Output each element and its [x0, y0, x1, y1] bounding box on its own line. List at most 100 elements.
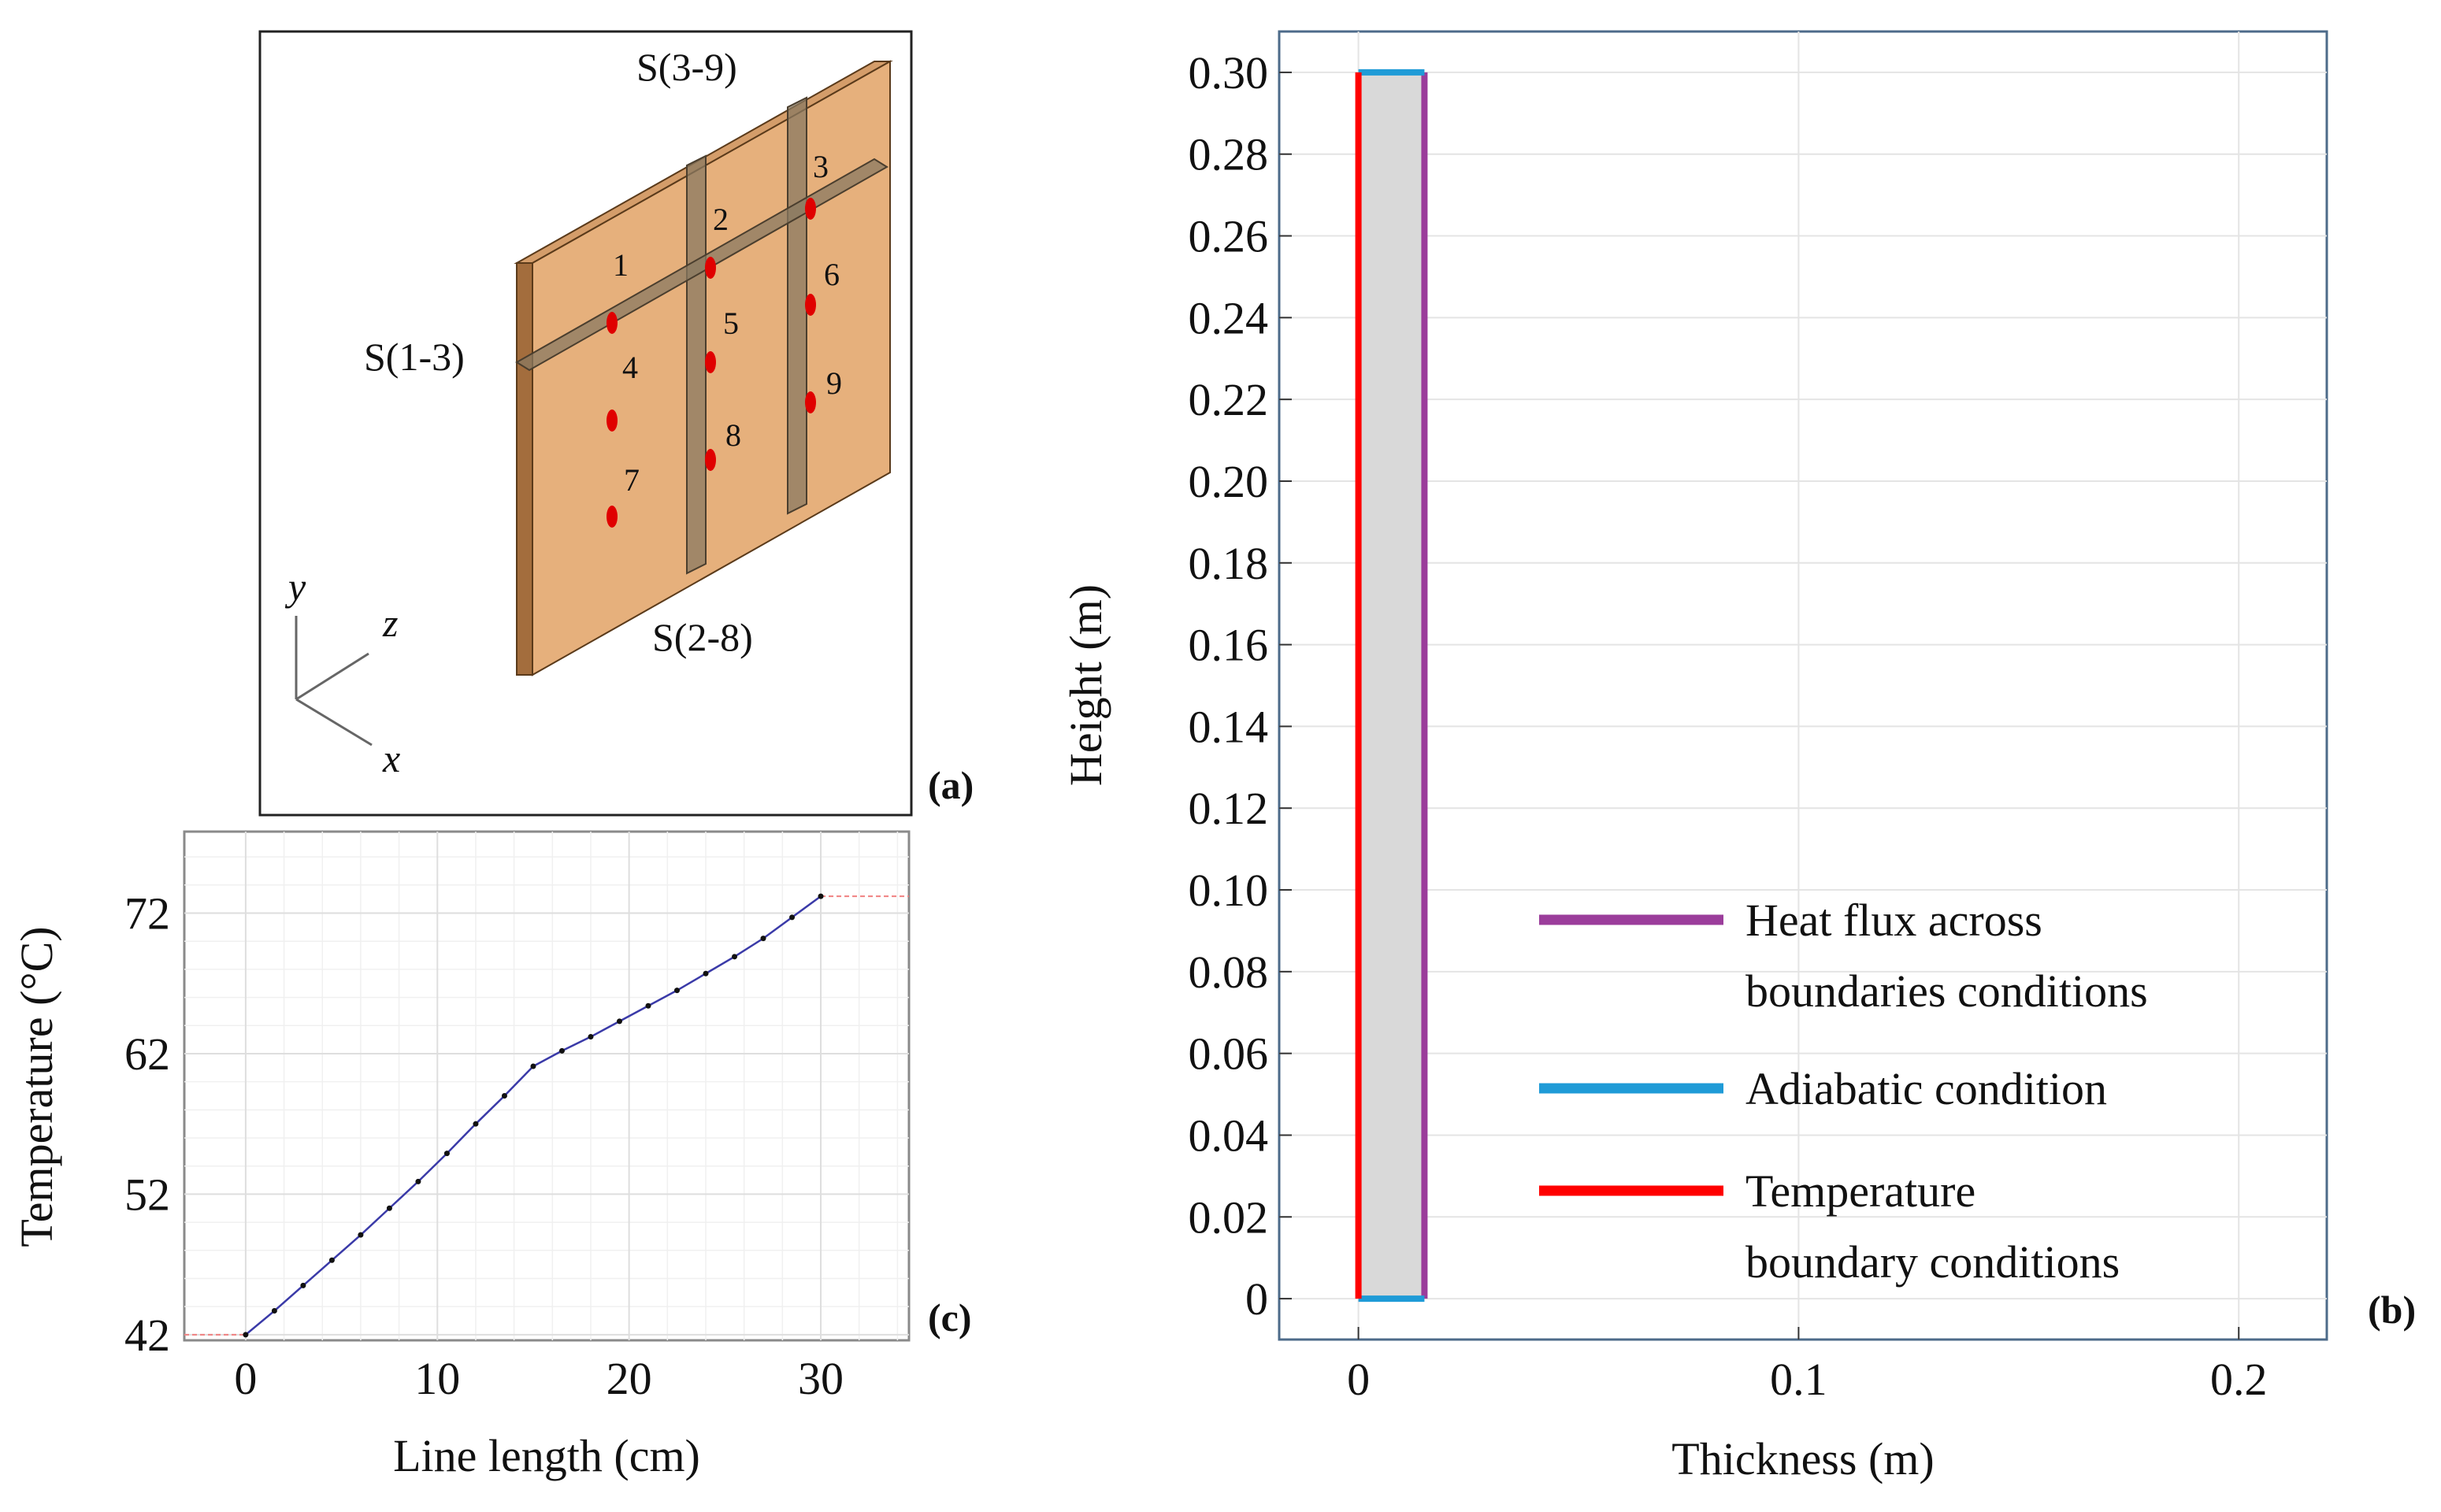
- sensor-number-3: 3: [813, 149, 829, 184]
- c-series-point: [760, 936, 766, 942]
- sensor-number-6: 6: [824, 257, 840, 292]
- b-ytick-label: 0.18: [1189, 538, 1269, 589]
- sensor-number-9: 9: [826, 365, 842, 401]
- c-xtick-label: 30: [798, 1353, 844, 1404]
- legend-label-temperature-line2: boundary conditions: [1745, 1236, 2120, 1288]
- panel-c-ticks: 0 10 20 30 42 52 62 72: [124, 888, 844, 1404]
- c-ytick-label: 62: [124, 1028, 170, 1080]
- c-series-point: [558, 1047, 565, 1054]
- panel-a-schematic: 1 2 3 4 5 6 7 8 9 S(1-3) S(3-9) S(2-8) y…: [258, 30, 974, 817]
- c-series-point: [645, 1002, 651, 1009]
- c-series-point: [732, 954, 738, 960]
- legend-label-heat-flux-line1: Heat flux across: [1745, 895, 2042, 946]
- c-xtick-label: 0: [234, 1353, 257, 1404]
- b-xtick-label: 0.2: [2210, 1354, 2268, 1405]
- panel-b-chart: 0 0.1 0.200.020.040.060.080.100.120.140.16…: [1060, 30, 2416, 1484]
- b-ytick-label: 0.24: [1189, 292, 1269, 343]
- b-ytick-label: 0.06: [1189, 1028, 1269, 1080]
- b-ytick-label: 0.04: [1189, 1110, 1269, 1161]
- b-ytick-label: 0.14: [1189, 701, 1269, 752]
- b-ytick-label: 0.26: [1189, 211, 1269, 262]
- c-ytick-label: 42: [124, 1310, 170, 1361]
- b-ytick-label: 0.08: [1189, 947, 1269, 998]
- panel-b-legend: Heat flux across boundaries conditions A…: [1539, 895, 2148, 1288]
- axes-triad: [295, 616, 373, 747]
- b-ytick-label: 0.16: [1189, 620, 1269, 671]
- c-series-point: [818, 893, 824, 899]
- legend-label-adiabatic: Adiabatic condition: [1745, 1063, 2107, 1114]
- axis-label-y: y: [284, 565, 306, 609]
- panel-c-series: [184, 893, 909, 1338]
- panel-c-label: (c): [928, 1295, 972, 1340]
- sensor-6: [805, 294, 816, 316]
- c-series-point: [616, 1018, 622, 1025]
- c-series-point: [328, 1257, 335, 1263]
- panel-c-chart: 0 10 20 30 42 52 62 72 Temperature (°C) Line le…: [11, 830, 972, 1481]
- c-series-point: [386, 1205, 392, 1211]
- panel-b-ylabel: Height (m): [1060, 584, 1111, 786]
- wood-board-edge: [516, 262, 533, 676]
- sensor-number-7: 7: [624, 462, 640, 498]
- c-series-point: [443, 1151, 450, 1157]
- sensor-number-2: 2: [713, 202, 729, 237]
- sensor-number-4: 4: [622, 350, 638, 385]
- sensor-number-5: 5: [723, 306, 739, 341]
- section-label-s28: S(2-8): [652, 615, 753, 659]
- b-ytick-label: 0.02: [1189, 1191, 1269, 1243]
- panel-b-xlabel: Thickness (m): [1671, 1433, 1934, 1484]
- b-ytick-label: 0.22: [1189, 374, 1269, 425]
- sensor-9: [805, 391, 816, 413]
- sensor-7: [607, 506, 618, 528]
- sensor-3: [805, 198, 816, 220]
- c-series-point: [501, 1092, 507, 1099]
- c-xtick-label: 10: [414, 1353, 460, 1404]
- sensor-5: [705, 351, 716, 373]
- c-xtick-label: 20: [607, 1353, 652, 1404]
- panel-b-ticks: 0 0.1 0.200.020.040.060.080.100.120.140.16…: [1189, 47, 2268, 1405]
- sensor-number-1: 1: [613, 247, 629, 283]
- c-series-point: [271, 1308, 277, 1314]
- c-series-point: [243, 1332, 249, 1338]
- panel-c-ylabel: Temperature (°C): [11, 926, 62, 1247]
- axis-label-z: z: [382, 601, 398, 645]
- panel-c-xlabel: Line length (cm): [393, 1430, 700, 1481]
- b-ytick-label: 0: [1245, 1273, 1268, 1325]
- slice-s39: [787, 96, 807, 515]
- legend-label-heat-flux-line2: boundaries conditions: [1745, 965, 2148, 1017]
- panel-a-label: (a): [928, 763, 974, 807]
- panel-b-series: [1355, 69, 1428, 1303]
- c-series-point: [300, 1282, 306, 1288]
- panel-b-plot-frame: [1278, 30, 2328, 1341]
- sensor-4: [607, 410, 618, 432]
- sensor-8: [705, 449, 716, 471]
- c-series-point: [473, 1121, 479, 1127]
- panel-c-plot-frame: [183, 830, 911, 1342]
- c-series-point: [674, 988, 681, 994]
- b-domain-rect: [1358, 72, 1425, 1299]
- b-ytick-label: 0.12: [1189, 783, 1269, 834]
- c-series-point: [358, 1232, 364, 1238]
- c-series-point: [789, 914, 796, 921]
- section-label-s39: S(3-9): [636, 45, 737, 89]
- section-label-s13: S(1-3): [364, 335, 465, 379]
- slice-s28: [686, 154, 707, 575]
- sensor-number-8: 8: [725, 417, 741, 453]
- c-series-point: [588, 1034, 594, 1040]
- b-ytick-label: 0.20: [1189, 456, 1269, 507]
- b-ytick-label: 0.10: [1189, 865, 1269, 916]
- b-ytick-label: 0.28: [1189, 129, 1269, 180]
- b-ytick-label: 0.30: [1189, 47, 1269, 98]
- panel-b-gridlines: [1279, 32, 2327, 1340]
- b-xtick-label: 0.1: [1770, 1354, 1827, 1405]
- sensor-2: [705, 257, 716, 279]
- panel-b-label: (b): [2368, 1288, 2416, 1332]
- legend-label-temperature-line1: Temperature: [1745, 1166, 1975, 1217]
- panel-b-domain: [1358, 72, 1425, 1299]
- sensor-1: [607, 312, 618, 334]
- c-series-point: [415, 1178, 421, 1184]
- c-series-point: [530, 1063, 536, 1069]
- b-xtick-label: 0: [1347, 1354, 1370, 1405]
- c-series-point: [703, 970, 709, 976]
- c-ytick-label: 52: [124, 1169, 170, 1220]
